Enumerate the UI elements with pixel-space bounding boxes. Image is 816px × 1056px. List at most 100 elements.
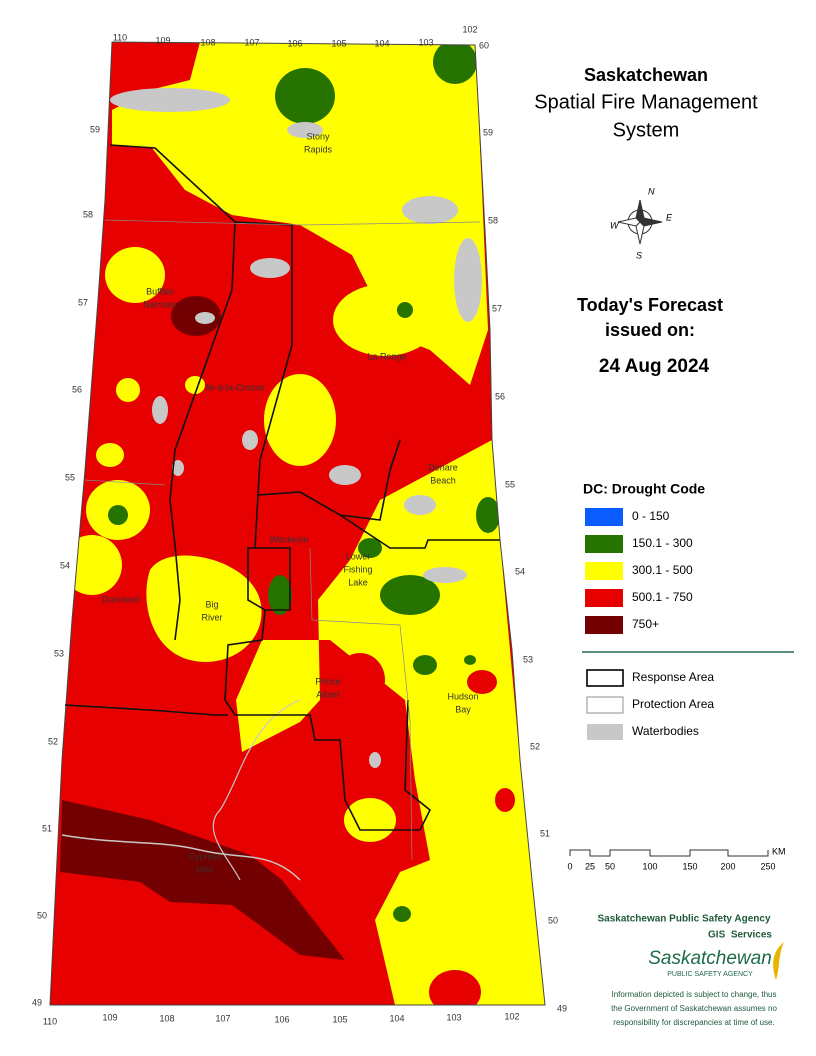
latitude-label: 49 <box>557 1003 567 1013</box>
place-label: Ile-à-la-Crosse <box>205 382 264 392</box>
longitude-label: 106 <box>287 38 302 48</box>
longitude-label: 104 <box>389 1013 404 1023</box>
legend-swatch <box>585 508 623 526</box>
scale-label: 25 <box>585 861 595 871</box>
longitude-label: 108 <box>159 1013 174 1023</box>
place-label: Fishing <box>343 564 372 574</box>
place-label: Rapids <box>304 144 333 154</box>
longitude-label: 105 <box>332 1014 347 1024</box>
waterbody <box>369 752 381 768</box>
zone <box>393 906 411 922</box>
longitude-label: 110 <box>43 1016 57 1026</box>
legend-label: Waterbodies <box>632 724 699 738</box>
waterbody <box>242 430 258 450</box>
place-label: River <box>201 612 222 622</box>
latitude-label: 50 <box>548 915 558 925</box>
zone <box>476 497 500 533</box>
place-label: Lake <box>348 577 368 587</box>
latitude-label: 55 <box>65 472 75 482</box>
zone <box>433 42 477 84</box>
legend-swatch <box>587 724 623 740</box>
compass-label: W <box>610 220 620 230</box>
latitude-label: 56 <box>495 391 505 401</box>
scale-unit: KM <box>772 846 786 856</box>
compass <box>617 199 663 245</box>
longitude-label: 105 <box>331 38 346 48</box>
zone <box>268 575 292 615</box>
place-label: Hudson <box>447 691 478 701</box>
scale-label: 50 <box>605 861 615 871</box>
latitude-label: 49 <box>32 997 42 1007</box>
river <box>61 834 301 881</box>
legend-label: Protection Area <box>632 697 714 711</box>
compass-label: N <box>648 186 655 196</box>
longitude-label: 103 <box>446 1012 461 1022</box>
longitude-label: 108 <box>200 37 215 47</box>
legend-swatch <box>585 562 623 580</box>
latitude-label: 51 <box>42 823 52 833</box>
subtitle: Spatial Fire Management <box>534 91 758 113</box>
longitude-label: 109 <box>155 35 170 45</box>
title: Saskatchewan <box>584 65 708 85</box>
legend-label: 150.1 - 300 <box>632 536 693 550</box>
forecast-date: 24 Aug 2024 <box>599 356 710 377</box>
compass-label: E <box>666 212 673 222</box>
place-label: Waskesiu <box>270 534 309 544</box>
place-label: Hills <box>197 864 214 874</box>
logo-subtext: PUBLIC SAFETY AGENCY <box>667 971 753 978</box>
latitude-label: 53 <box>523 654 533 664</box>
place-labels: Stony Rapids Buffalo Narrows La Ronge Ile-à-l… <box>102 131 479 874</box>
latitude-label: 52 <box>530 741 540 751</box>
zone <box>96 443 124 467</box>
place-label: Albert <box>316 689 340 699</box>
zone <box>116 378 140 402</box>
subtitle: System <box>613 119 680 141</box>
compass-label: S <box>636 250 642 260</box>
forecast-heading: issued on: <box>605 320 695 340</box>
place-label: Beach <box>430 475 456 485</box>
latitude-label: 58 <box>488 215 498 225</box>
longitude-label: 107 <box>244 37 259 47</box>
place-label: Lower <box>346 551 371 561</box>
scale-label: 0 <box>567 861 572 871</box>
waterbody <box>454 238 482 322</box>
waterbody <box>195 312 215 324</box>
legend-label: Response Area <box>632 670 714 684</box>
legend-title: DC: Drought Code <box>583 481 705 497</box>
scale-label: 200 <box>720 861 735 871</box>
place-label: La Ronge <box>367 351 406 361</box>
legend-label: 0 - 150 <box>632 509 670 523</box>
scale-label: 100 <box>642 861 657 871</box>
legend-swatch <box>585 589 623 607</box>
province-outline <box>49 41 546 1006</box>
scale-label: 150 <box>682 861 697 871</box>
waterbody <box>152 396 168 424</box>
longitude-label: 107 <box>215 1013 230 1023</box>
latitude-label: 58 <box>83 209 93 219</box>
latitude-label: 56 <box>72 384 82 394</box>
place-label: Narrows <box>143 299 177 309</box>
forecast-heading: Today's Forecast <box>577 295 723 315</box>
legend: 0 - 150 150.1 - 300 300.1 - 500 500.1 - 750… <box>585 508 714 740</box>
latitude-label: 60 <box>479 40 489 50</box>
zone <box>185 376 205 394</box>
agency-unit: GIS Services <box>708 930 772 941</box>
zone <box>467 670 497 694</box>
latitude-label: 51 <box>540 828 550 838</box>
scale-labels: 0 25 50 100 150 200 250 KM <box>567 846 785 871</box>
place-label: Stony <box>306 131 330 141</box>
logo-text: Saskatchewan <box>648 948 772 969</box>
zone <box>429 970 481 1005</box>
place-label: Big <box>205 599 218 609</box>
latitude-label: 52 <box>48 736 58 746</box>
longitude-label: 102 <box>462 24 477 34</box>
latitude-label: 57 <box>492 303 502 313</box>
agency: Saskatchewan Public Safety Agency <box>597 914 770 925</box>
place-label: Denare <box>428 462 458 472</box>
zone <box>108 505 128 525</box>
waterbody <box>110 88 230 112</box>
place-label: Prince <box>315 676 341 686</box>
response-areas <box>64 144 500 831</box>
latitude-label: 59 <box>483 127 493 137</box>
